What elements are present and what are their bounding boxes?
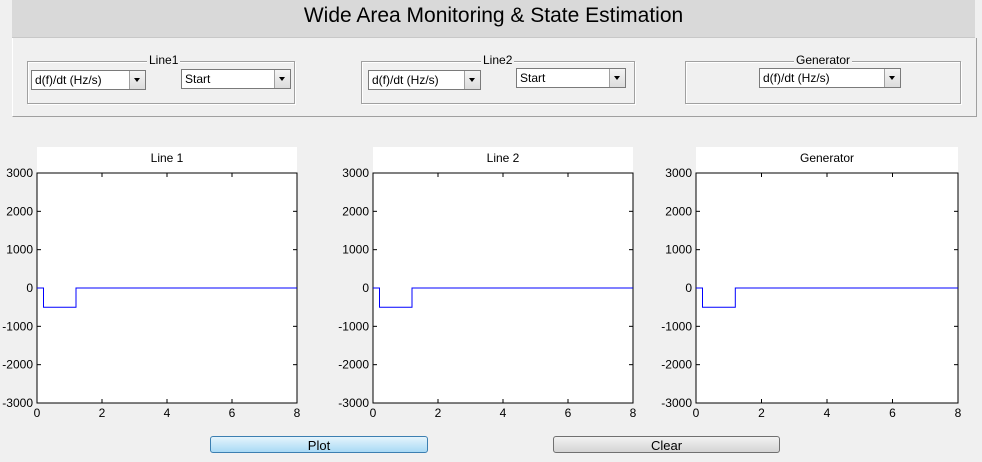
y-tick-label: 3000 — [665, 166, 692, 180]
line1-mode-select[interactable]: Start — [181, 69, 291, 89]
plot-button[interactable]: Plot — [210, 436, 428, 453]
title-bar: Wide Area Monitoring & State Estimation — [12, 0, 975, 38]
clear-button[interactable]: Clear — [553, 436, 780, 453]
line1-quantity-select[interactable]: d(f)/dt (Hz/s) — [31, 70, 146, 90]
y-tick-label: -3000 — [661, 396, 692, 410]
y-tick-label: 2000 — [6, 204, 33, 218]
y-tick-label: -3000 — [2, 396, 33, 410]
chevron-down-icon[interactable] — [274, 70, 290, 88]
line2-mode-value: Start — [520, 71, 546, 85]
chevron-down-icon[interactable] — [464, 71, 480, 89]
chart-title: Line 2 — [487, 151, 520, 165]
chart-title: Generator — [800, 151, 854, 165]
line2-quantity-select[interactable]: d(f)/dt (Hz/s) — [368, 70, 481, 90]
x-tick-label: 0 — [34, 406, 41, 420]
x-tick-label: 8 — [630, 406, 637, 420]
line2-group: Line2 d(f)/dt (Hz/s) Start — [361, 53, 635, 104]
series-line — [373, 287, 633, 308]
chart-title-strip — [696, 147, 958, 173]
x-tick-label: 2 — [758, 406, 765, 420]
chevron-down-icon[interactable] — [884, 69, 900, 87]
y-tick-label: -2000 — [661, 358, 692, 372]
chart-title: Line 1 — [151, 151, 184, 165]
y-tick-label: 0 — [362, 281, 369, 295]
x-tick-label: 4 — [500, 406, 507, 420]
x-tick-label: 0 — [693, 406, 700, 420]
line1-group: Line1 d(f)/dt (Hz/s) Start — [27, 53, 295, 104]
generator-quantity-value: d(f)/dt (Hz/s) — [763, 71, 830, 85]
y-tick-label: 3000 — [6, 166, 33, 180]
line2-group-label: Line2 — [481, 53, 515, 67]
series-line — [696, 287, 958, 308]
app-title: Wide Area Monitoring & State Estimation — [303, 4, 684, 27]
line2-mode-select[interactable]: Start — [516, 68, 626, 88]
x-tick-label: 2 — [99, 406, 106, 420]
y-tick-label: -2000 — [2, 358, 33, 372]
chevron-down-icon[interactable] — [129, 71, 145, 89]
x-tick-label: 6 — [565, 406, 572, 420]
x-tick-label: 2 — [435, 406, 442, 420]
line2-quantity-value: d(f)/dt (Hz/s) — [372, 73, 439, 87]
x-tick-label: 4 — [164, 406, 171, 420]
x-tick-label: 4 — [824, 406, 831, 420]
y-tick-label: -2000 — [338, 358, 369, 372]
generator-group: Generator d(f)/dt (Hz/s) — [685, 53, 961, 104]
series-line — [37, 287, 297, 308]
x-tick-label: 8 — [955, 406, 962, 420]
generator-quantity-select[interactable]: d(f)/dt (Hz/s) — [759, 68, 901, 88]
generator-group-label: Generator — [794, 53, 853, 67]
x-tick-label: 6 — [229, 406, 236, 420]
y-tick-label: 0 — [685, 281, 692, 295]
chevron-down-icon[interactable] — [609, 69, 625, 87]
line1-group-label: Line1 — [147, 53, 181, 67]
y-tick-label: -1000 — [2, 319, 33, 333]
y-tick-label: -1000 — [338, 319, 369, 333]
y-tick-label: -3000 — [338, 396, 369, 410]
chart-title-strip — [373, 147, 633, 173]
y-tick-label: 2000 — [342, 204, 369, 218]
y-tick-label: 3000 — [342, 166, 369, 180]
x-tick-label: 8 — [294, 406, 301, 420]
line1-quantity-value: d(f)/dt (Hz/s) — [35, 73, 102, 87]
y-tick-label: 2000 — [665, 204, 692, 218]
y-tick-label: -1000 — [661, 319, 692, 333]
y-tick-label: 1000 — [342, 243, 369, 257]
controls-panel — [12, 38, 977, 117]
y-tick-label: 1000 — [665, 243, 692, 257]
x-tick-label: 6 — [889, 406, 896, 420]
y-tick-label: 0 — [26, 281, 33, 295]
x-tick-label: 0 — [370, 406, 377, 420]
chart-title-strip — [37, 147, 297, 173]
line1-mode-value: Start — [185, 72, 211, 86]
y-tick-label: 1000 — [6, 243, 33, 257]
